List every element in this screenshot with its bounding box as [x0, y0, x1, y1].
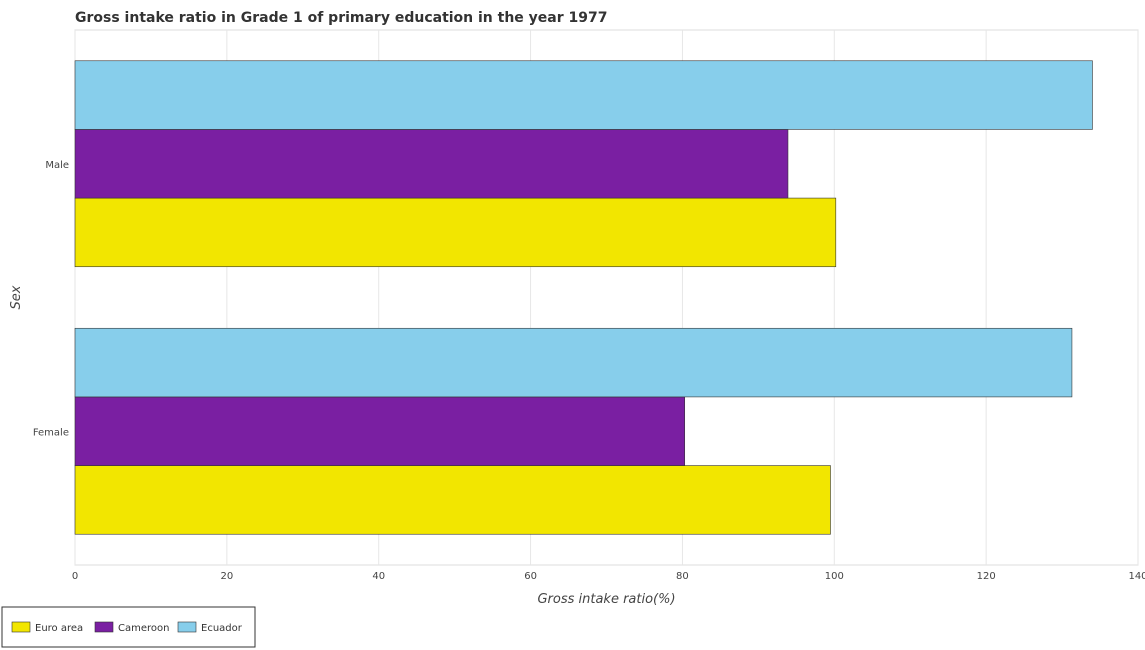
category-label: Female	[33, 427, 69, 438]
bar-euro-area-male	[74, 197, 837, 268]
x-tick-label: 20	[220, 571, 233, 582]
bar-euro-area-female	[74, 465, 831, 535]
bar-ecuador-male	[74, 60, 1093, 130]
bar-ecuador-female	[74, 327, 1073, 398]
legend-swatch	[177, 621, 197, 633]
legend-label: Ecuador	[201, 623, 243, 634]
x-tick-label: 80	[676, 571, 689, 582]
x-tick-label: 40	[372, 571, 385, 582]
x-axis-ticks: 0 20 40 60 80 100 120 140	[72, 571, 1145, 582]
legend: Euro area Cameroon Ecuador	[1, 606, 256, 648]
x-axis-title: Gross intake ratio(%)	[537, 592, 675, 607]
bars	[74, 60, 1093, 535]
x-tick-label: 0	[72, 571, 78, 582]
y-axis-title: Sex	[9, 285, 24, 309]
bar-cameroon-female	[74, 396, 686, 466]
legend-label: Cameroon	[118, 623, 169, 634]
legend-swatch	[11, 621, 31, 633]
x-tick-label: 140	[1128, 571, 1145, 582]
legend-swatch	[94, 621, 114, 633]
legend-box	[1, 606, 256, 648]
y-axis-categories: Female Male	[33, 160, 69, 439]
legend-label: Euro area	[35, 623, 83, 634]
x-tick-label: 60	[524, 571, 537, 582]
chart-title: Gross intake ratio in Grade 1 of primary…	[75, 10, 608, 26]
x-tick-label: 120	[977, 571, 996, 582]
x-tick-label: 100	[825, 571, 844, 582]
bar-cameroon-male	[74, 129, 789, 199]
category-label: Male	[45, 160, 69, 171]
